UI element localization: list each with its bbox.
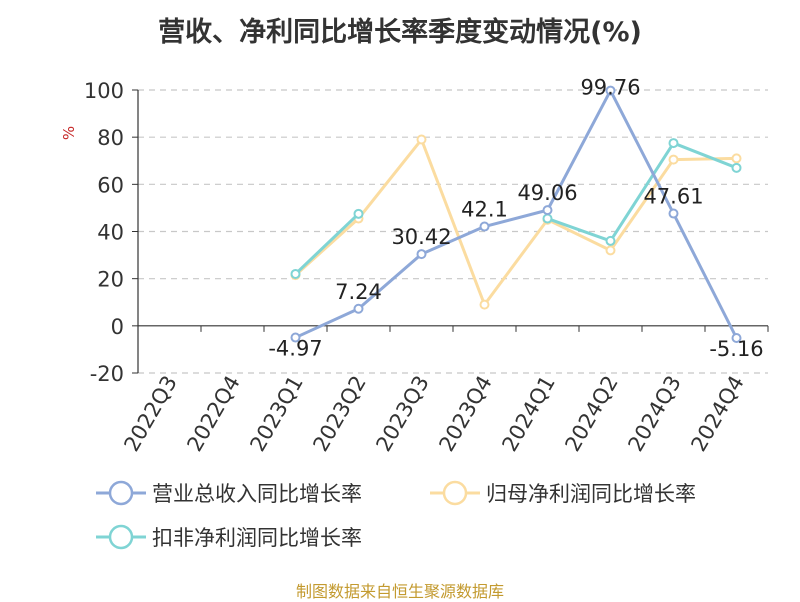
x-tick-label: 2024Q1 bbox=[497, 372, 559, 456]
y-tick-label: 100 bbox=[84, 79, 124, 103]
y-tick-label: 60 bbox=[97, 173, 124, 197]
x-tick-label: 2024Q3 bbox=[623, 372, 685, 456]
data-label: 7.24 bbox=[335, 280, 382, 304]
data-point bbox=[416, 249, 427, 260]
x-tick-label: 2023Q2 bbox=[308, 372, 370, 456]
y-tick-label: -20 bbox=[90, 362, 124, 386]
x-tick-label-group: 2024Q4 bbox=[686, 372, 748, 456]
x-tick-label: 2022Q4 bbox=[182, 372, 244, 456]
x-tick-label-group: 2024Q2 bbox=[560, 372, 622, 456]
data-point bbox=[668, 154, 679, 165]
x-tick-label-group: 2022Q3 bbox=[119, 372, 181, 456]
data-point bbox=[290, 268, 301, 279]
legend-marker-icon bbox=[96, 524, 146, 550]
x-tick-label: 2022Q3 bbox=[119, 372, 181, 456]
legend-marker-icon bbox=[430, 480, 480, 506]
legend-marker-icon bbox=[96, 480, 146, 506]
series-line bbox=[294, 89, 738, 339]
series-line bbox=[546, 141, 738, 243]
data-point bbox=[416, 134, 427, 145]
data-point bbox=[542, 213, 553, 224]
data-label: -5.16 bbox=[709, 337, 763, 361]
data-point bbox=[668, 138, 679, 149]
x-tick-label: 2023Q4 bbox=[434, 372, 496, 456]
x-tick-label-group: 2023Q2 bbox=[308, 372, 370, 456]
y-tick-label: 80 bbox=[97, 126, 124, 150]
y-tick-label: 0 bbox=[111, 315, 124, 339]
x-tick-label-group: 2022Q4 bbox=[182, 372, 244, 456]
x-tick-label-group: 2023Q1 bbox=[245, 372, 307, 456]
x-tick-label: 2023Q1 bbox=[245, 372, 307, 456]
x-tick-label: 2024Q4 bbox=[686, 372, 748, 456]
legend-label: 归母净利润同比增长率 bbox=[486, 482, 696, 506]
chart-title: 营收、净利同比增长率季度变动情况(%) bbox=[158, 17, 642, 48]
x-tick-label: 2023Q3 bbox=[371, 372, 433, 456]
data-label: 30.42 bbox=[391, 225, 451, 249]
x-tick-label-group: 2024Q1 bbox=[497, 372, 559, 456]
x-tick-label-group: 2023Q4 bbox=[434, 372, 496, 456]
y-tick-label: 40 bbox=[97, 221, 124, 245]
data-point bbox=[605, 85, 616, 96]
data-label: 47.61 bbox=[643, 185, 703, 209]
data-point bbox=[731, 162, 742, 173]
data-point bbox=[605, 235, 616, 246]
data-label: -4.97 bbox=[268, 337, 322, 361]
data-point bbox=[479, 299, 490, 310]
legend-label: 营业总收入同比增长率 bbox=[152, 482, 362, 506]
legend-item[interactable]: 归母净利润同比增长率 bbox=[430, 478, 696, 508]
data-point bbox=[668, 208, 679, 219]
data-point bbox=[542, 205, 553, 216]
data-point bbox=[290, 332, 301, 343]
data-point bbox=[731, 333, 742, 344]
data-point bbox=[353, 208, 364, 219]
legend-item[interactable]: 营业总收入同比增长率 bbox=[96, 478, 362, 508]
data-point bbox=[605, 245, 616, 256]
data-label: 42.1 bbox=[461, 198, 508, 222]
series-line bbox=[294, 138, 737, 307]
series-line bbox=[294, 212, 360, 276]
data-label: 49.06 bbox=[517, 181, 577, 205]
x-tick-label-group: 2023Q3 bbox=[371, 372, 433, 456]
x-tick-label-group: 2024Q3 bbox=[623, 372, 685, 456]
data-point bbox=[479, 221, 490, 232]
data-point bbox=[353, 303, 364, 314]
legend-label: 扣非净利润同比增长率 bbox=[152, 526, 362, 550]
x-tick-label: 2024Q2 bbox=[560, 372, 622, 456]
data-point bbox=[731, 153, 742, 164]
data-label: 99.76 bbox=[580, 76, 640, 100]
data-source: 制图数据来自恒生聚源数据库 bbox=[295, 582, 504, 601]
y-tick-label: 20 bbox=[97, 268, 124, 292]
legend-item[interactable]: 扣非净利润同比增长率 bbox=[96, 522, 362, 552]
